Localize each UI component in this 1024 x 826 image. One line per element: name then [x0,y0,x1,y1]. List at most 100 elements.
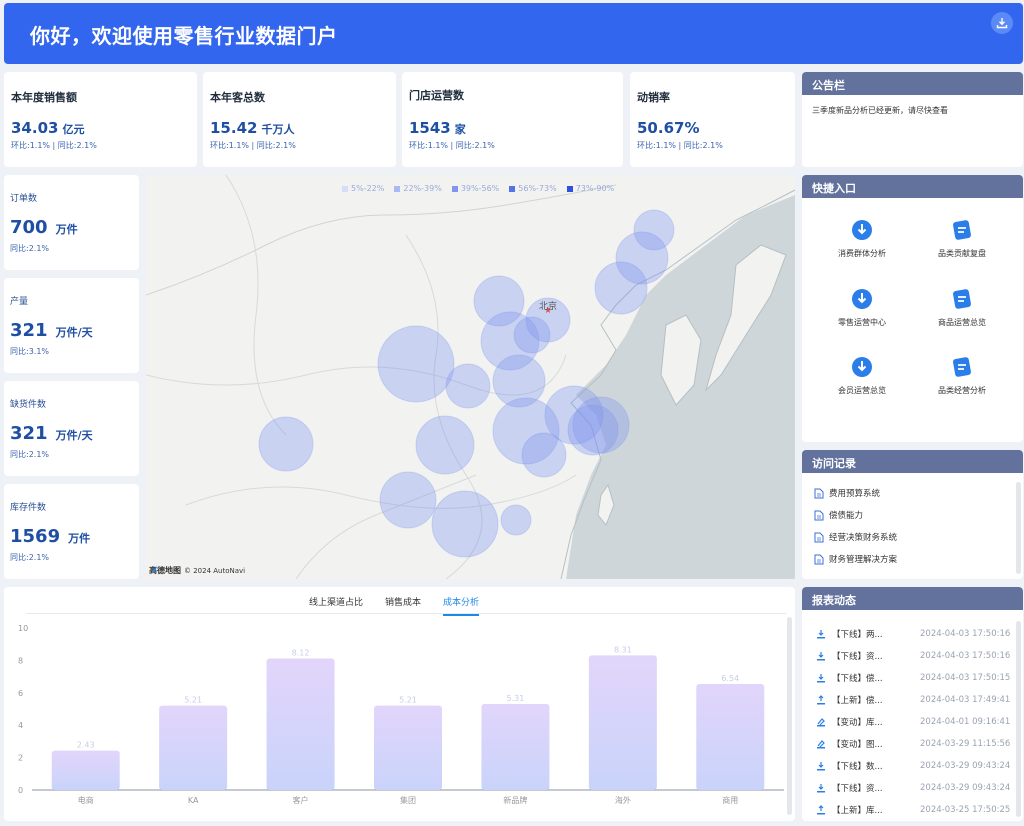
bar[interactable] [51,750,120,790]
kpi-value: 321 万件/天 [10,320,93,341]
visit-item[interactable]: 偿债能力 [814,509,863,521]
kpi-value: 1569 万件 [10,526,91,547]
legend-item[interactable]: 73%-90% [566,184,614,193]
kpi-label: 门店运营数 [409,89,464,102]
report-title: 【上新】库... [832,806,883,816]
bar-value-label: 8.31 [614,645,632,654]
legend-item[interactable]: 5%-22% [342,184,384,193]
report-row[interactable]: 【变动】库... 2024-04-01 09:16:41 [816,715,1011,729]
document-icon [953,357,971,377]
y-tick-label: 4 [18,721,23,730]
report-row[interactable]: 【下线】资... 2024-03-29 09:43:24 [816,781,1011,795]
page-header: 你好，欢迎使用零售行业数据门户 [4,3,1023,64]
chart-scrollbar[interactable] [787,617,792,815]
kpi-card-output: 产量 321 万件/天 同比:3.1% [4,278,139,373]
file-icon [814,510,824,520]
kpi-value: 700 万件 [10,217,78,238]
report-title: 【下线】数... [832,762,883,772]
panel-title: 报表动态 [802,587,1023,610]
kpi-label: 本年客总数 [210,91,265,104]
amap-logo-icon [150,566,157,573]
download-icon [996,18,1008,29]
y-tick-label: 8 [18,656,23,665]
report-time: 2024-03-29 11:15:56 [920,739,1011,749]
legend-item[interactable]: 56%-73% [509,184,557,193]
notice-text[interactable]: 三季度新品分析已经更新，请尽快查看 [812,106,948,115]
y-tick-label: 6 [18,689,23,698]
report-time: 2024-03-29 09:43:24 [920,761,1011,771]
report-time: 2024-04-01 09:16:41 [920,717,1011,727]
visit-item[interactable]: 财务管理解决方案 [814,553,897,565]
kpi-sub: 同比:2.1% [10,553,50,562]
sales-map[interactable]: ★ 北京 5%-22% 22%-39% 39%-56% 56%-73% 73%-… [146,175,795,579]
bar[interactable] [266,658,335,790]
kpi-label: 动销率 [637,91,670,104]
report-title: 【下线】资... [832,652,883,662]
bar[interactable] [696,684,765,790]
bar-value-label: 8.12 [292,648,310,657]
legend-item[interactable]: 39%-56% [451,184,499,193]
report-row[interactable]: 【下线】两... 2024-04-03 17:50:16 [816,627,1011,641]
quick-item-category-review[interactable]: 品类贡献复盘 [917,218,1007,259]
quick-item-category-analysis[interactable]: 品类经营分析 [917,355,1007,396]
report-row[interactable]: 【上新】库... 2024-03-25 17:50:25 [816,803,1011,817]
report-row[interactable]: 【上新】偿... 2024-04-03 17:49:41 [816,693,1011,707]
tab-cost-analysis[interactable]: 成本分析 [443,595,480,616]
tab-sales-cost[interactable]: 销售成本 [385,598,422,608]
quick-item-retail-ops[interactable]: 零售运营中心 [817,287,907,328]
x-tick-label: 海外 [615,795,631,805]
kpi-value: 1543 家 [409,119,466,137]
download-icon [817,652,825,661]
x-tick-label: 电商 [78,795,94,805]
quick-item-consumer-analysis[interactable]: 消费群体分析 [817,218,907,259]
bar-chart: 0 2 4 6 8 10 2.43 电商 5.21 KA 8.12 客户 5.21 集团 5.31 新品牌 8.… [18,624,784,805]
kpi-value: 15.42 千万人 [210,119,295,137]
report-title: 【下线】资... [832,784,883,794]
report-row[interactable]: 【下线】资... 2024-04-03 17:50:16 [816,649,1011,663]
file-icon [814,532,824,542]
tabs-divider [26,613,786,614]
x-tick-label: 客户 [293,795,309,805]
bar[interactable] [481,703,550,790]
tab-online-channel[interactable]: 线上渠道占比 [309,598,364,608]
report-row[interactable]: 【下线】偿... 2024-04-03 17:50:15 [816,671,1011,685]
kpi-card-stockout: 缺货件数 321 万件/天 同比:2.1% [4,381,139,476]
report-scrollbar[interactable] [1016,621,1021,817]
quick-item-member-ops[interactable]: 会员运营总览 [817,355,907,396]
report-row[interactable]: 【变动】图... 2024-03-29 11:15:56 [816,737,1011,751]
panel-title: 快捷入口 [802,175,1023,198]
file-icon [814,488,824,498]
change-icon [817,718,825,727]
x-tick-label: 新品牌 [503,795,527,805]
bar[interactable] [374,705,442,790]
map-canvas: ★ [146,175,795,579]
bar[interactable] [588,655,657,790]
cost-chart-card: 线上渠道占比 销售成本 成本分析 0 2 4 6 8 10 2.43 电商 5.21 KA 8.12… [4,587,795,821]
x-tick-label: 商用 [722,795,738,805]
kpi-card-customers: 本年客总数 15.42 千万人 环比:1.1% | 同比:2.1% [203,72,396,167]
visit-scrollbar[interactable] [1016,482,1021,574]
kpi-value: 50.67% [637,119,700,137]
download-icon [817,674,825,683]
download-button[interactable] [991,12,1013,34]
report-time: 2024-03-25 17:50:25 [920,805,1011,815]
bar-value-label: 6.54 [721,674,739,683]
visit-item[interactable]: 费用预算系统 [814,487,880,499]
report-time: 2024-04-03 17:49:41 [920,695,1011,705]
report-title: 【下线】两... [832,630,883,640]
chart-tabs: 线上渠道占比 销售成本 成本分析 [309,595,480,616]
kpi-card-stores: 门店运营数 1543 家 环比:1.1% | 同比:2.1% [402,72,623,167]
kpi-label: 产量 [10,297,29,307]
download-icon [817,630,825,639]
bar[interactable] [159,705,228,790]
kpi-sub: 同比:2.1% [10,244,50,253]
visit-item[interactable]: 经营决策财务系统 [814,531,897,543]
panel-title: 访问记录 [802,450,1023,473]
report-row[interactable]: 【下线】数... 2024-03-29 09:43:24 [816,759,1011,773]
y-tick-label: 0 [18,786,23,795]
map-copyright: © 2024 AutoNavi [184,566,246,575]
kpi-sub: 环比:1.1% | 同比:2.1% [210,141,296,150]
kpi-sub: 同比:3.1% [10,347,50,356]
quick-item-product-ops[interactable]: 商品运营总览 [917,287,1007,328]
legend-item[interactable]: 22%-39% [394,184,442,193]
